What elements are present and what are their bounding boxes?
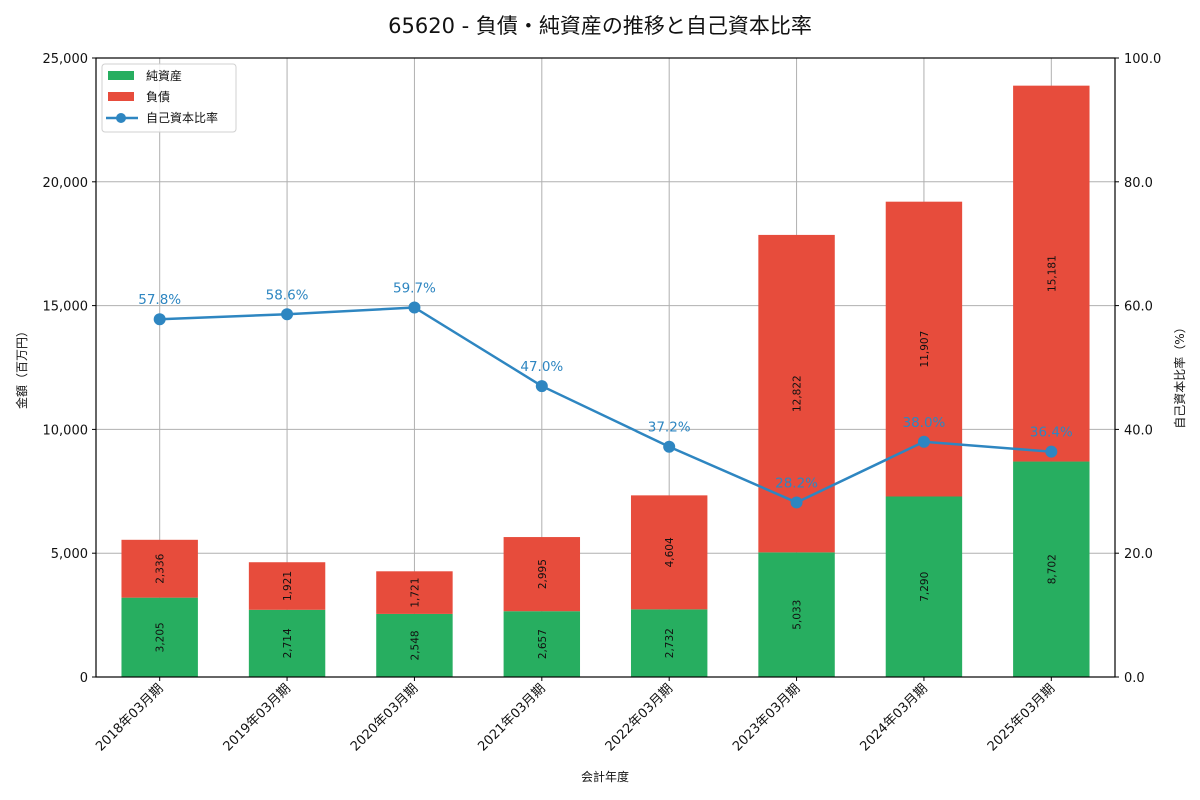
- legend-label-net-assets: 純資産: [146, 68, 182, 83]
- legend-label-equity-ratio: 自己資本比率: [146, 110, 218, 125]
- y2-axis-label: 自己資本比率（%）: [1172, 321, 1187, 428]
- equity-ratio-marker: [917, 435, 930, 448]
- bars: 3,205 2,336 2,714 1,921 2,548 1,721 2,657 2,995…: [121, 85, 1090, 677]
- equity-ratio-value-label: 36.4%: [1030, 425, 1073, 441]
- equity-ratio-value-label: 37.2%: [648, 420, 691, 436]
- bar-value-net-assets: 5,033: [792, 600, 804, 630]
- plot-frame: [95, 57, 1116, 678]
- equity-ratio-marker: [1045, 445, 1058, 458]
- equity-ratio-marker: [408, 301, 421, 314]
- x-tick-label: 2019年03月期: [221, 681, 294, 754]
- bar-value-net-assets: 2,714: [282, 628, 294, 658]
- bar-net-assets: [503, 611, 581, 677]
- y2-tick-label: 80.0: [1124, 176, 1153, 191]
- bar-value-liabilities: 4,604: [664, 537, 676, 567]
- legend-swatch-net-assets: [108, 71, 134, 80]
- bar-net-assets: [121, 597, 198, 677]
- y2-tick-label: 40.0: [1124, 423, 1153, 438]
- bar-liabilities: [121, 539, 198, 598]
- equity-ratio-marker: [535, 380, 548, 393]
- y2-tick-label: 60.0: [1124, 300, 1153, 315]
- bar-value-net-assets: 7,290: [919, 572, 931, 602]
- bar-liabilities: [248, 562, 326, 610]
- equity-ratio-value-label: 38.0%: [902, 415, 945, 431]
- bar-liabilities: [630, 495, 708, 610]
- y-tick-label: 20,000: [43, 176, 89, 191]
- bar-value-net-assets: 2,657: [537, 629, 549, 659]
- x-tick-label: 2023年03月期: [730, 681, 803, 754]
- y-tick-label: 15,000: [43, 300, 89, 315]
- y-tick-label: 5,000: [51, 547, 88, 562]
- equity-ratio-value-label: 28.2%: [775, 475, 818, 491]
- legend-marker-equity-ratio: [116, 113, 126, 123]
- bar-value-liabilities: 15,181: [1046, 255, 1058, 292]
- x-axis-label: 会計年度: [581, 769, 629, 784]
- bar-liabilities: [376, 571, 453, 614]
- y2-tick-label: 100.0: [1124, 52, 1161, 67]
- bar-value-liabilities: 2,336: [155, 553, 167, 583]
- bar-liabilities: [1013, 85, 1090, 462]
- bar-value-liabilities: 1,721: [409, 578, 421, 608]
- bar-net-assets: [376, 613, 453, 677]
- x-tick-label: 2018年03月期: [93, 681, 166, 754]
- bar-value-net-assets: 2,732: [664, 628, 676, 658]
- y-tick-label: 0: [80, 671, 88, 686]
- equity-ratio-marker: [281, 308, 294, 321]
- x-tick-label: 2021年03月期: [475, 681, 548, 754]
- legend-label-liabilities: 負債: [146, 89, 170, 104]
- y2-tick-label: 20.0: [1124, 547, 1153, 562]
- axes: 0 5,000 10,000 15,000 20,000 25,000 0.0 20.0 40.…: [43, 52, 1162, 755]
- equity-ratio-marker: [663, 440, 676, 453]
- bar-value-net-assets: 3,205: [155, 622, 167, 652]
- x-tick-label: 2020年03月期: [348, 681, 421, 754]
- x-tick-label: 2025年03月期: [985, 681, 1058, 754]
- ratio-line: 57.8% 58.6% 59.7% 47.0% 37.2% 28.2% 38.0% 36.4%: [138, 280, 1073, 509]
- bar-value-liabilities: 2,995: [537, 559, 549, 589]
- x-tick-label: 2024年03月期: [857, 681, 930, 754]
- bar-value-liabilities: 12,822: [792, 375, 804, 412]
- equity-ratio-value-label: 57.8%: [138, 292, 181, 308]
- legend-swatch-liabilities: [108, 92, 134, 101]
- bar-value-liabilities: 11,907: [919, 331, 931, 368]
- bar-net-assets: [630, 609, 708, 677]
- x-tick-label: 2022年03月期: [603, 681, 676, 754]
- equity-ratio-value-label: 47.0%: [520, 359, 563, 375]
- bar-value-net-assets: 2,548: [409, 630, 421, 660]
- bar-liabilities: [503, 537, 581, 612]
- y-tick-label: 10,000: [43, 423, 89, 438]
- bar-net-assets: [1013, 461, 1090, 677]
- equity-ratio-value-label: 58.6%: [266, 287, 309, 303]
- y2-tick-label: 0.0: [1124, 671, 1145, 686]
- y-tick-label: 25,000: [43, 52, 89, 67]
- legend-box: [101, 63, 237, 133]
- equity-ratio-marker: [153, 313, 166, 326]
- bar-value-net-assets: 8,702: [1046, 554, 1058, 584]
- legend: 純資産 負債 自己資本比率: [101, 63, 237, 133]
- equity-ratio-polyline: [159, 306, 1052, 504]
- bar-value-liabilities: 1,921: [282, 571, 294, 601]
- chart-title: 65620 - 負債・純資産の推移と自己資本比率: [388, 14, 812, 38]
- bar-net-assets: [758, 552, 835, 677]
- y-axis-label: 金額（百万円）: [14, 325, 29, 409]
- bar-net-assets: [248, 609, 326, 677]
- equity-ratio-value-label: 59.7%: [393, 280, 436, 296]
- equity-ratio-marker: [790, 496, 803, 509]
- bar-net-assets: [885, 496, 963, 677]
